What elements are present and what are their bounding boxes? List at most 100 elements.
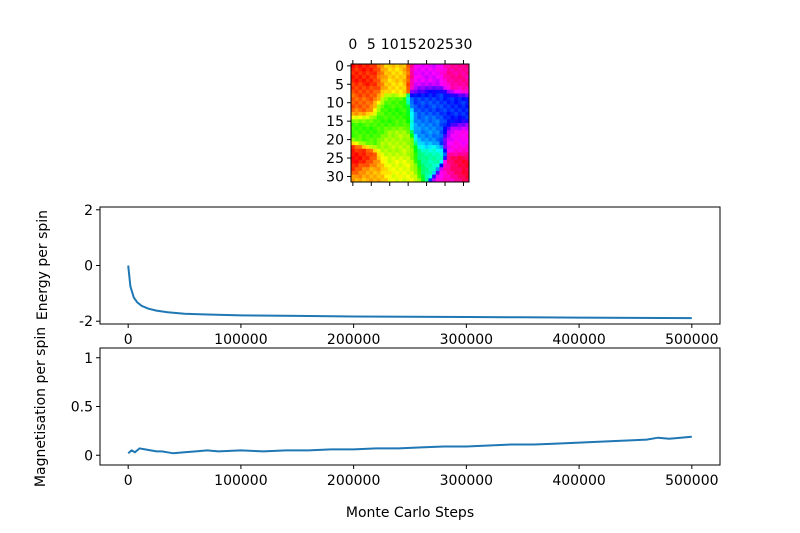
heatmap-cell [373, 86, 378, 91]
heatmap-cell [443, 167, 448, 172]
heatmap-cell [417, 152, 422, 157]
heatmap-cell [461, 167, 466, 172]
heatmap-cell [439, 86, 444, 91]
heatmap-cell [365, 75, 370, 80]
heatmap-cell [421, 104, 426, 109]
heatmap-cell [369, 178, 374, 183]
heatmap-cell [387, 130, 392, 135]
heatmap-cell [417, 167, 422, 172]
heatmap-cell [446, 152, 451, 157]
heatmap-cell [410, 148, 414, 153]
heatmap-cell [413, 178, 418, 183]
heatmap-cell [457, 64, 462, 68]
heatmap-cell [413, 156, 418, 161]
heatmap-cell [351, 82, 355, 87]
heatmap-cell [402, 86, 407, 91]
heatmap-cell [376, 97, 381, 102]
heatmap-cell [402, 89, 407, 94]
heatmap-cell [406, 178, 411, 183]
heatmap-cell [351, 71, 355, 76]
heatmap-cell [406, 108, 411, 113]
heatmap-cell [410, 152, 414, 157]
heatmap-cell [457, 174, 462, 179]
heatmap-cell [391, 163, 396, 168]
heatmap-cell [365, 145, 370, 150]
heatmap-cell [461, 100, 466, 105]
heatmap-cell [461, 123, 466, 127]
heatmap-cell [380, 97, 385, 102]
heatmap-cell [402, 167, 407, 172]
heatmap-cell [432, 170, 437, 175]
heatmap-cell [398, 130, 403, 135]
heatmap-cell [365, 82, 370, 87]
heatmap-cell [410, 104, 414, 109]
heatmap-cell [443, 178, 448, 183]
heatmap-cell [358, 119, 363, 124]
heatmap-cell [424, 152, 429, 157]
heatmap-cell [376, 137, 381, 142]
heatmap-cell [380, 75, 385, 80]
heatmap-cell [351, 174, 355, 179]
heatmap-cell [432, 134, 437, 139]
heatmap-cell [387, 111, 392, 116]
heatmap-cell [450, 86, 455, 91]
heatmap-cell [450, 115, 455, 120]
heatmap-cell [417, 170, 422, 175]
heatmap-cell [395, 163, 400, 168]
heatmap-cell [402, 159, 407, 164]
heatmap-cell [439, 152, 444, 157]
heatmap-cell [446, 134, 451, 139]
heatmap-cell [428, 178, 433, 183]
heatmap-cell [362, 89, 367, 94]
heatmap-cell [358, 145, 363, 150]
heatmap-cell [406, 71, 411, 76]
heatmap-cell [373, 167, 378, 172]
heatmap-cell [387, 100, 392, 105]
heatmap-cell [424, 93, 429, 98]
heatmap-cell [351, 123, 355, 127]
heatmap-cell [398, 67, 403, 72]
energy-ytick-label: 0 [84, 259, 93, 275]
heatmap-cell [457, 130, 462, 135]
heatmap-cell [417, 86, 422, 91]
heatmap-cell [395, 178, 400, 183]
heatmap-cell [365, 170, 370, 175]
heatmap-cell [362, 159, 367, 164]
heatmap-cell [395, 71, 400, 76]
heatmap-cell [424, 126, 429, 131]
heatmap-cell [454, 71, 459, 76]
heatmap-cell [354, 119, 359, 124]
heatmap-cell [443, 126, 448, 131]
heatmap-cell [435, 141, 440, 146]
heatmap-cell [439, 71, 444, 76]
heatmap-cell [443, 82, 448, 87]
heatmap-cell [373, 104, 378, 109]
heatmap-cell [395, 130, 400, 135]
heatmap-cell [421, 170, 426, 175]
heatmap-cell [428, 104, 433, 109]
heatmap-cell [421, 126, 426, 131]
heatmap-cell [380, 174, 385, 179]
heatmap-cell [428, 145, 433, 150]
heatmap-cell [443, 174, 448, 179]
heatmap-cell [395, 100, 400, 105]
heatmap-cell [380, 178, 385, 183]
heatmap-cell [398, 134, 403, 139]
heatmap-cell [384, 89, 389, 94]
heatmap-cell [465, 167, 470, 172]
heatmap-cell [358, 170, 363, 175]
heatmap-cell [461, 86, 466, 91]
heatmap-cell [406, 130, 411, 135]
heatmap-cell [384, 170, 389, 175]
heatmap-cell [380, 119, 385, 124]
heatmap-cell [380, 104, 385, 109]
heatmap-cell [358, 64, 363, 68]
heatmap-cell [435, 64, 440, 68]
heatmap-cell [446, 137, 451, 142]
heatmap-cell [373, 97, 378, 102]
heatmap-cell [354, 97, 359, 102]
heatmap-cell [406, 174, 411, 179]
heatmap-cell [384, 71, 389, 76]
heatmap-cell [450, 152, 455, 157]
heatmap-cell [439, 64, 444, 68]
